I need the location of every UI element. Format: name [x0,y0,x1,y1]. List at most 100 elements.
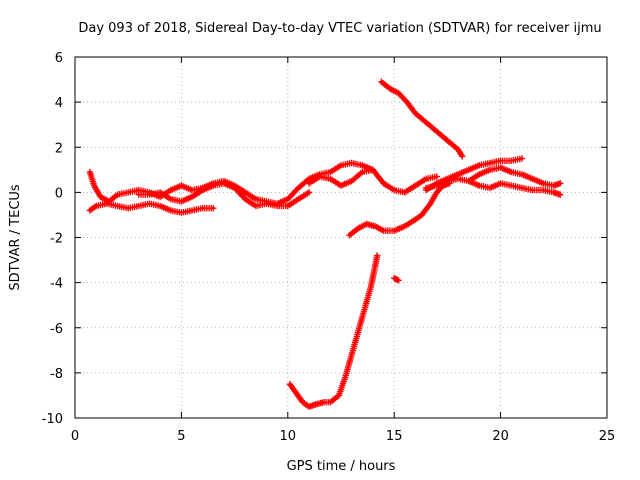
data-point [254,204,258,208]
data-point [382,229,385,233]
data-point [88,170,92,174]
series-arc-4 [305,166,440,196]
data-point [350,179,354,183]
data-point [307,190,311,194]
data-point [348,233,351,237]
data-point [126,190,130,194]
data-point [254,197,258,201]
data-point [307,177,311,181]
data-point [456,177,460,181]
data-point [137,193,141,197]
data-point [190,188,194,192]
data-point [301,400,305,404]
data-point [314,403,317,406]
data-point [363,308,366,312]
data-point [531,177,534,181]
data-point [337,394,341,397]
data-point [467,168,471,172]
data-point [158,204,162,208]
data-point [328,177,332,181]
data-point [286,204,290,208]
x-axis-label: GPS time / hours [287,459,396,474]
data-point [116,193,119,197]
x-tick-label: 15 [386,429,403,444]
data-point [322,400,326,404]
y-axis-label: SDTVAR / TECUs [8,184,23,291]
data-point [343,375,347,379]
data-point [158,190,162,194]
data-point [467,179,471,183]
data-point [558,193,562,197]
data-point [297,197,300,201]
data-point [420,213,424,217]
data-point [414,184,417,188]
data-point [137,204,141,208]
data-point [414,112,417,115]
data-point [371,168,375,172]
data-point [99,195,102,199]
data-point [318,175,322,178]
data-point [339,163,343,167]
data-point [356,330,360,334]
data-point [520,157,524,160]
data-point [441,184,445,188]
data-point [275,204,279,208]
data-point [509,184,513,188]
data-point [392,229,396,233]
data-point [88,209,92,212]
data-point [328,170,332,174]
data-point [222,181,226,185]
data-point [388,87,392,90]
data-point [211,184,215,188]
data-point [541,181,545,185]
data-point [294,391,298,395]
data-point [201,188,205,192]
data-point [403,190,407,194]
data-point [397,278,400,282]
data-point [92,184,96,188]
data-point [148,193,151,197]
data-point [360,163,364,167]
data-point [392,188,396,192]
y-tick-label: -8 [50,367,63,382]
series-arc-10 [391,274,402,284]
data-point [180,200,183,203]
x-tick-label: 0 [71,429,79,444]
data-point [116,204,119,208]
data-point [180,184,183,188]
data-point [488,186,492,190]
data-point [211,206,215,210]
y-tick-label: -4 [50,277,63,292]
data-point [126,206,130,210]
series-arc-8 [465,164,564,189]
data-point [148,202,151,206]
data-point [520,186,524,190]
x-tick-label: 20 [492,429,509,444]
data-point [169,197,173,201]
data-point [380,80,383,84]
data-point [339,184,343,188]
data-point [233,186,237,190]
data-point [94,204,98,208]
data-point [552,190,556,194]
data-point [105,202,109,206]
y-tick-label: -6 [50,322,63,337]
data-point [392,276,396,280]
data-point [201,206,205,210]
data-point [169,209,173,212]
series-arc-2 [86,200,217,216]
data-point [369,285,373,289]
data-point [180,211,183,215]
data-point [552,184,556,188]
y-tick-label: 6 [55,51,63,66]
data-point [288,382,292,386]
series-arc-9 [346,180,453,239]
data-point [265,202,268,206]
y-tick-label: -2 [50,232,63,247]
y-tick-label: 4 [55,96,63,111]
data-point [375,254,379,257]
data-marks [86,78,564,410]
data-point [448,181,451,185]
data-point [456,172,460,176]
